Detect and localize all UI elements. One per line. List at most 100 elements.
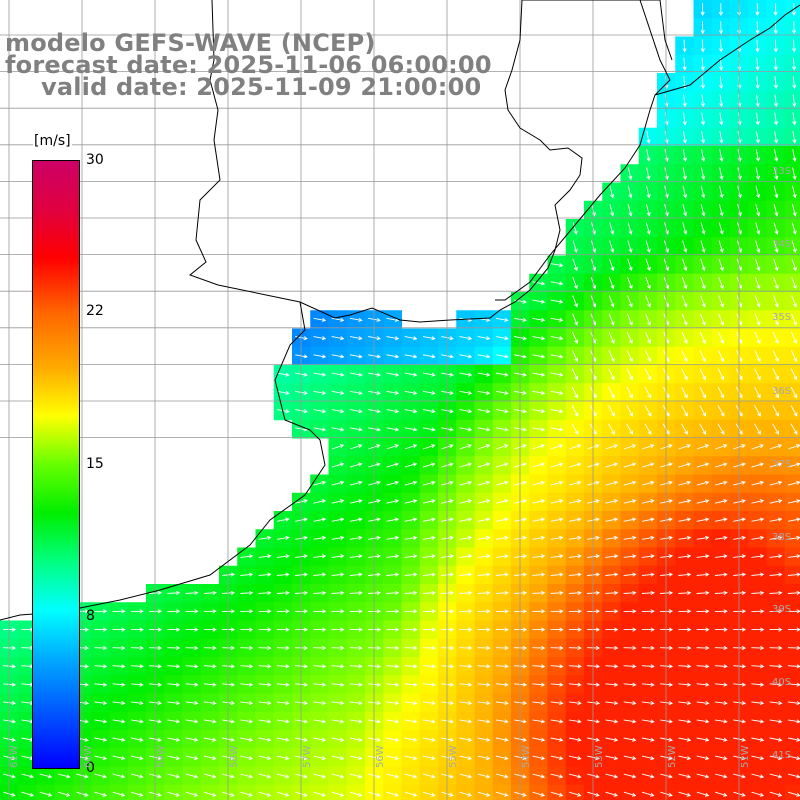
wind-arrow (477, 336, 491, 341)
wind-arrow (608, 368, 615, 381)
wind-arrow (791, 258, 797, 272)
wind-arrow (641, 664, 655, 669)
wind-arrow (754, 277, 761, 290)
wind-arrow (754, 313, 761, 326)
wind-arrow (568, 462, 582, 468)
wind-arrow (627, 295, 633, 308)
wind-arrow (609, 240, 615, 253)
wind-arrow (240, 791, 253, 797)
wind-cell (675, 784, 694, 800)
wind-arrow (791, 21, 797, 35)
wind-arrow (276, 719, 290, 724)
wind-arrow (605, 554, 619, 559)
wind-cell (328, 784, 348, 800)
wind-arrow (422, 480, 436, 486)
wind-arrow (681, 313, 688, 326)
wind-arrow (459, 609, 473, 614)
lon-label: 53W (594, 745, 605, 768)
wind-arrow (751, 480, 765, 486)
wind-arrow (623, 773, 637, 779)
wind-arrow (532, 645, 546, 651)
wind-arrow (39, 773, 53, 779)
wind-arrow (240, 572, 254, 577)
wind-arrow (477, 354, 491, 359)
wind-arrow (477, 682, 491, 687)
wind-cell (36, 784, 56, 800)
wind-arrow (641, 535, 655, 540)
wind-arrow (203, 737, 217, 742)
wind-arrow (605, 755, 619, 761)
wind-arrow (313, 517, 327, 522)
wind-arrow (477, 409, 491, 414)
wind-arrow (349, 755, 363, 761)
wind-arrow (627, 277, 633, 290)
wind-arrow (404, 609, 418, 614)
wind-arrow (571, 405, 579, 417)
wind-arrow (718, 258, 724, 272)
wind-arrow (459, 372, 473, 377)
wind-arrow (495, 462, 509, 468)
wind-arrow (313, 590, 327, 595)
wind-arrow (331, 755, 345, 761)
wind-arrow (699, 405, 706, 417)
wind-arrow (130, 700, 144, 706)
wind-arrow (751, 572, 765, 577)
wind-arrow (792, 57, 797, 71)
wind-arrow (532, 572, 546, 577)
wind-arrow (605, 682, 619, 687)
wind-arrow (623, 480, 637, 486)
wind-arrow (94, 645, 108, 651)
wind-arrow (203, 700, 217, 706)
wind-arrow (386, 609, 400, 614)
wind-arrow (714, 535, 728, 540)
wind-arrow (112, 719, 126, 724)
wind-arrow (682, 130, 687, 144)
wind-arrow (792, 39, 797, 53)
wind-arrow (701, 130, 706, 144)
wind-arrow (682, 149, 688, 162)
wind-arrow (112, 700, 126, 706)
wind-arrow (130, 791, 144, 797)
wind-arrow (495, 554, 509, 559)
wind-arrow (718, 222, 724, 235)
wind-arrow (203, 627, 217, 632)
wind-arrow (94, 682, 108, 687)
wind-arrow (678, 535, 692, 540)
wind-arrow (477, 390, 491, 395)
wind-arrow (386, 664, 400, 669)
wind-arrow (258, 645, 272, 651)
wind-arrow (751, 645, 765, 651)
wind-arrow (185, 719, 199, 724)
wind-arrow (751, 590, 765, 595)
wind-arrow (755, 149, 761, 162)
wind-arrow (276, 554, 290, 559)
wind-arrow (532, 317, 546, 322)
wind-arrow (696, 664, 710, 669)
wind-arrow (792, 185, 797, 199)
wind-arrow (386, 444, 399, 450)
wind-arrow (696, 719, 710, 724)
wind-arrow (696, 791, 710, 797)
wind-arrow (57, 791, 71, 797)
wind-arrow (495, 427, 509, 432)
wind-arrow (623, 645, 637, 651)
wind-cell (401, 784, 421, 800)
wind-arrow (769, 719, 783, 724)
wind-cell (164, 784, 183, 800)
wind-arrow (754, 368, 761, 381)
lon-label: 55W (448, 745, 459, 768)
wind-arrow (623, 609, 637, 614)
wind-arrow (700, 21, 705, 35)
wind-arrow (386, 590, 400, 595)
wind-cell (784, 273, 800, 293)
lon-label: 58W (229, 745, 240, 768)
wind-arrow (641, 480, 655, 486)
wind-arrow (699, 313, 706, 326)
wind-arrow (112, 645, 126, 651)
wind-arrow (203, 682, 217, 687)
wind-arrow (459, 791, 472, 797)
wind-arrow (682, 57, 687, 71)
wind-arrow (185, 609, 199, 614)
wind-arrow (495, 664, 509, 669)
wind-arrow (349, 499, 363, 504)
